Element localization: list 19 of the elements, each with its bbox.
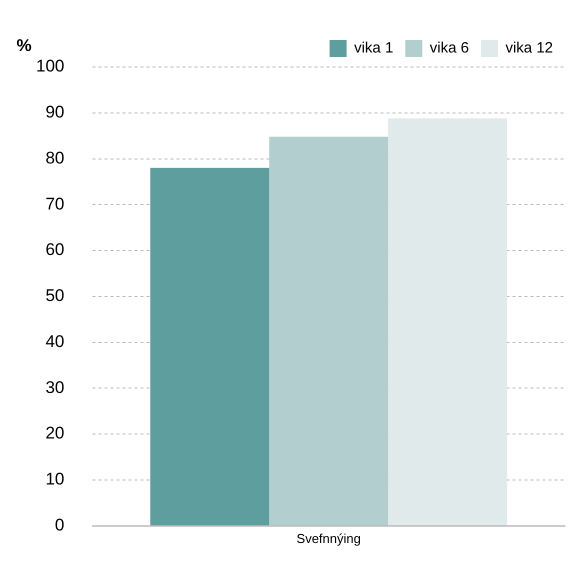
x-tick-label: Svefnnýing <box>296 531 361 546</box>
bar <box>150 168 270 526</box>
bar <box>388 118 508 526</box>
bar <box>269 136 388 526</box>
y-tick-label: 100 <box>36 56 64 76</box>
legend-label: vika 12 <box>505 40 554 57</box>
y-tick-label: 50 <box>45 286 64 306</box>
y-tick-label: 20 <box>45 424 64 443</box>
legend-label: vika 1 <box>354 40 394 57</box>
y-tick-label: 40 <box>45 332 64 351</box>
legend-label: vika 6 <box>430 40 469 57</box>
y-tick-label: 60 <box>45 240 64 260</box>
y-tick-label: 0 <box>54 515 64 534</box>
y-tick-label: 10 <box>45 470 64 489</box>
y-tick-label: 80 <box>45 148 64 168</box>
y-tick-label: 70 <box>45 194 64 214</box>
y-tick-label: 30 <box>45 378 64 397</box>
y-tick-label: 90 <box>45 102 64 122</box>
y-axis-title: % <box>16 36 32 56</box>
